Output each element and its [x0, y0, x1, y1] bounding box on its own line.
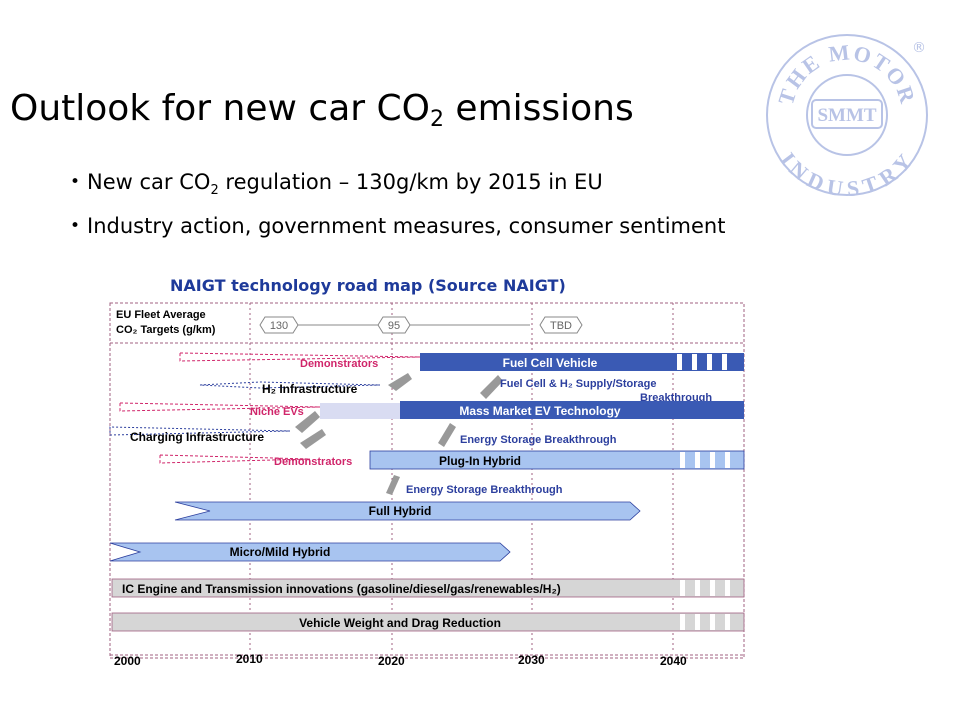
- micro-mild-hybrid-bar: [109, 542, 511, 562]
- arrow-up-icon: [480, 375, 503, 399]
- target-130-badge: [259, 316, 299, 334]
- logo-ring-text-top: THE MOTOR: [773, 39, 921, 108]
- arrow-up-icon: [438, 423, 456, 447]
- fuel-cell-supply-label: Fuel Cell & H₂ Supply/Storage: [500, 378, 656, 390]
- vehicle-weight-bar: [111, 612, 745, 632]
- arrow-up-icon: [295, 411, 320, 433]
- ic-engine-bar: [111, 578, 745, 598]
- full-hybrid-bar: [174, 501, 641, 521]
- bullet-dot: •: [70, 172, 81, 192]
- year-2000-label: 2000: [114, 654, 141, 668]
- roadmap-caption: NAIGT technology road map (Source NAIGT): [170, 276, 566, 295]
- micro-mild-hybrid-label: Micro/Mild Hybrid: [230, 545, 331, 559]
- bullet-list: • New car CO2 regulation – 130g/km by 201…: [70, 170, 725, 258]
- arrow-up-icon: [386, 475, 400, 495]
- year-2010-label: 2010: [236, 652, 263, 666]
- bullet-dot: •: [70, 216, 81, 237]
- h2-infrastructure-label: H₂ Infrastructure: [262, 382, 358, 396]
- bullet-item: • Industry action, government measures, c…: [70, 214, 726, 239]
- fuel-cell-vehicle-label: Fuel Cell Vehicle: [503, 356, 598, 370]
- charging-infrastructure-label: Charging Infrastructure: [130, 430, 264, 444]
- target-tbd-badge: [539, 316, 583, 334]
- target-130-label: 130: [270, 320, 288, 332]
- target-95-badge: [377, 316, 411, 334]
- vehicle-weight-label: Vehicle Weight and Drag Reduction: [299, 616, 501, 630]
- ic-engine-label: IC Engine and Transmission innovations (…: [122, 582, 561, 596]
- year-2020-label: 2020: [378, 654, 405, 668]
- demonstrators-ph-label: Demonstrators: [274, 456, 352, 468]
- mass-market-ev-bar: [400, 401, 744, 419]
- bullet-item: • New car CO2 regulation – 130g/km by 201…: [70, 170, 603, 199]
- year-2030-label: 2030: [518, 653, 545, 667]
- energy-storage-1-label: Energy Storage Breakthrough: [460, 434, 617, 446]
- technology-roadmap: EU Fleet Average CO₂ Targets (g/km) 130 …: [109, 302, 745, 668]
- target-95-label: 95: [388, 320, 400, 332]
- mass-market-ev-label: Mass Market EV Technology: [459, 404, 620, 418]
- demonstrators-fc-label: Demonstrators: [300, 358, 378, 370]
- smmt-logo-icon: SMMT THE MOTOR INDUSTRY ®: [766, 34, 928, 200]
- year-2040-label: 2040: [660, 654, 687, 668]
- plug-in-hybrid-label: Plug-In Hybrid: [439, 454, 521, 468]
- plug-in-hybrid-bar: [369, 450, 745, 470]
- logo-center-text: SMMT: [817, 105, 876, 126]
- targets-label-line2: CO₂ Targets (g/km): [116, 324, 216, 336]
- arrow-up-icon: [300, 429, 326, 449]
- fuel-cell-vehicle-bar: [420, 353, 744, 371]
- targets-label-line1: EU Fleet Average: [116, 309, 206, 321]
- energy-storage-2-label: Energy Storage Breakthrough: [406, 484, 563, 496]
- registered-mark: ®: [912, 40, 926, 56]
- target-tbd-label: TBD: [550, 320, 572, 332]
- full-hybrid-label: Full Hybrid: [369, 504, 432, 518]
- arrow-up-icon: [388, 373, 412, 391]
- niche-evs-label: Niche EVs: [250, 406, 304, 418]
- slide-title: Outlook for new car CO2 emissions: [10, 88, 634, 132]
